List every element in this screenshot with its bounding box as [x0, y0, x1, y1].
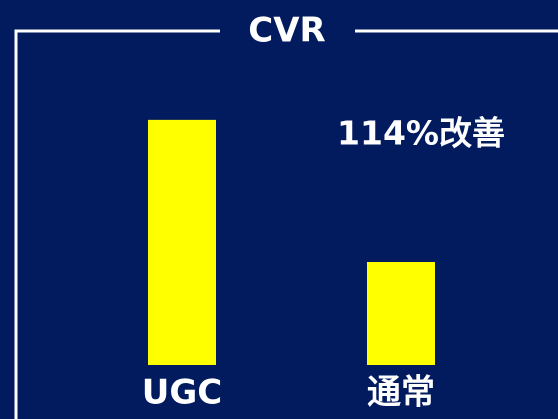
- bar: [367, 262, 435, 365]
- bar: [148, 119, 216, 365]
- x-tick-label: UGC: [142, 373, 222, 413]
- x-tick-label: 通常: [367, 373, 435, 413]
- frame-left: [14, 29, 220, 419]
- chart-title: CVR: [248, 11, 325, 51]
- annotation: 114%改善: [337, 114, 505, 153]
